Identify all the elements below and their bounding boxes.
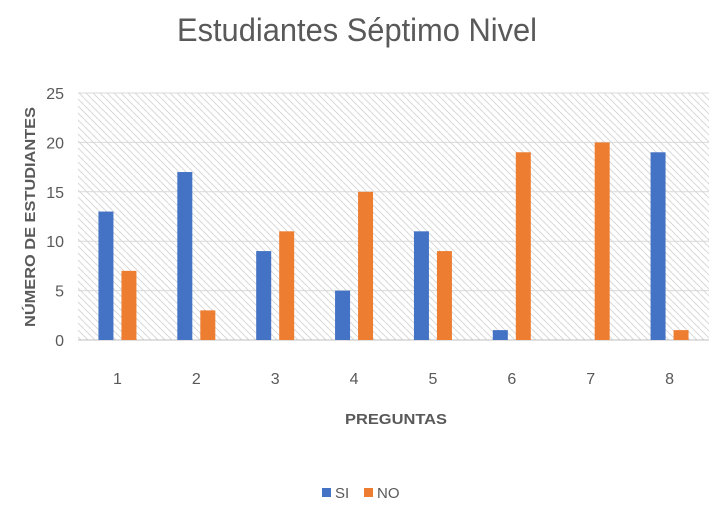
bar-no-8 <box>673 330 689 340</box>
legend-label-si: SI <box>335 485 349 502</box>
legend: SI NO <box>322 485 400 502</box>
legend-swatch-no <box>364 488 373 497</box>
chart-title: Estudiantes Séptimo Nivel <box>177 12 537 48</box>
y-axis-label: NÚMERO DE ESTUDIANTES <box>21 107 39 327</box>
x-tick-label: 1 <box>113 371 122 388</box>
x-tick-label: 7 <box>586 371 595 388</box>
x-tick-label: 3 <box>271 371 280 388</box>
y-tick-label: 10 <box>46 234 64 251</box>
x-tick-label: 8 <box>665 371 674 388</box>
legend-swatch-si <box>322 488 331 497</box>
y-tick-label: 20 <box>46 135 64 152</box>
x-tick-label: 6 <box>507 371 516 388</box>
y-tick-label: 25 <box>46 86 64 103</box>
y-tick-label: 15 <box>46 185 64 202</box>
bars <box>98 142 689 340</box>
bar-no-1 <box>121 270 137 340</box>
x-tick-label: 2 <box>192 371 201 388</box>
bar-si-5 <box>413 231 429 340</box>
bar-si-6 <box>492 330 508 340</box>
bar-no-2 <box>200 310 216 340</box>
bar-no-3 <box>279 231 295 340</box>
bar-no-7 <box>594 142 610 340</box>
bar-no-4 <box>358 191 374 340</box>
bar-si-3 <box>256 251 272 340</box>
x-tick-label: 5 <box>428 371 437 388</box>
x-tick-label: 4 <box>350 371 359 388</box>
bar-si-2 <box>177 172 193 340</box>
bar-si-1 <box>98 211 114 340</box>
plot-area <box>78 93 709 340</box>
bar-si-8 <box>650 152 666 340</box>
legend-label-no: NO <box>377 485 400 502</box>
bar-no-5 <box>436 251 452 340</box>
y-tick-label: 5 <box>55 284 64 301</box>
x-axis-label: PREGUNTAS <box>345 411 447 428</box>
bar-si-4 <box>335 290 351 340</box>
y-tick-label: 0 <box>55 333 64 350</box>
bar-no-6 <box>515 152 531 340</box>
x-axis-ticks: 1 2 3 4 5 6 7 8 <box>113 371 674 388</box>
y-axis-ticks: 0 5 10 15 20 25 <box>46 86 64 350</box>
